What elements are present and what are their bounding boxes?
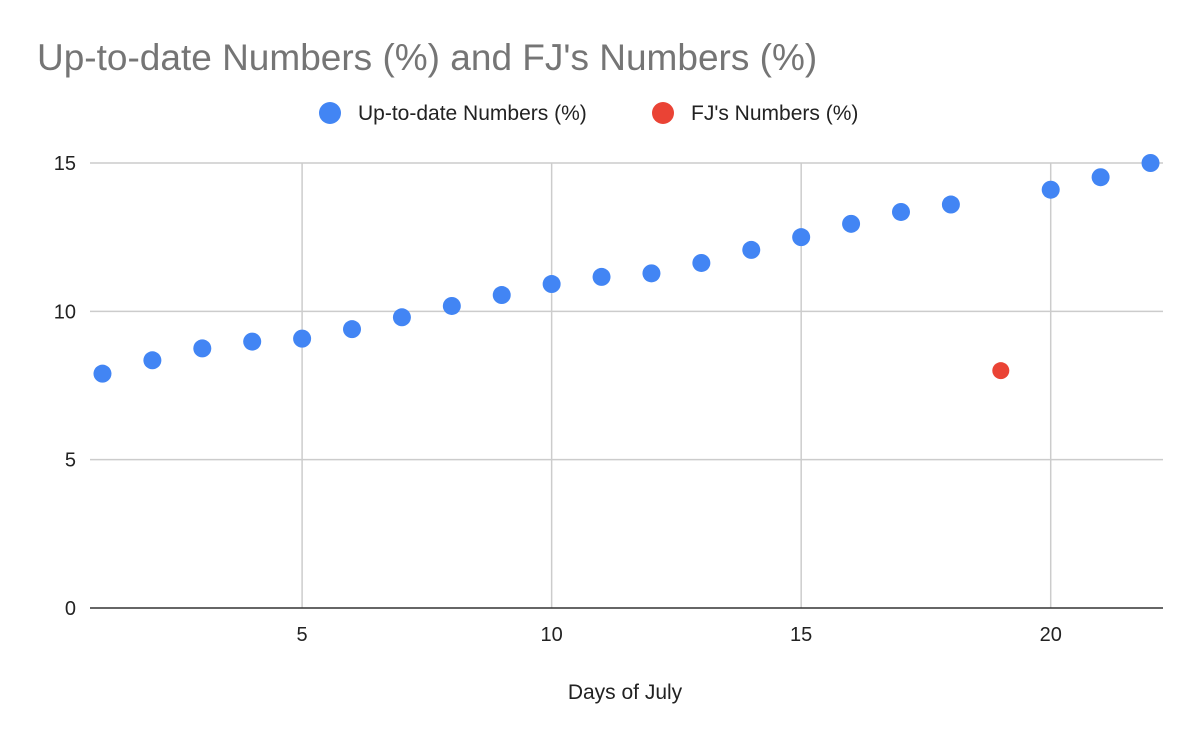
data-points — [93, 154, 1160, 383]
up-to-date-point-day-16 — [842, 214, 861, 233]
up-to-date-point-day-10 — [542, 275, 561, 294]
up-to-date-point-day-20 — [1041, 180, 1060, 199]
up-to-date-point-day-13 — [692, 253, 711, 272]
up-to-date-point-day-18 — [941, 195, 960, 214]
x-tick-label-20: 20 — [1040, 624, 1062, 646]
tick-labels: 0 5 10 15 5 10 15 20 — [54, 153, 1062, 646]
up-to-date-point-day-6 — [343, 320, 362, 339]
up-to-date-point-day-9 — [492, 286, 511, 305]
x-tick-label-10: 10 — [541, 624, 563, 646]
legend: Up-to-date Numbers (%) FJ's Numbers (%) — [319, 102, 858, 125]
chart-title: Up-to-date Numbers (%) and FJ's Numbers … — [37, 37, 817, 78]
up-to-date-point-day-21 — [1091, 168, 1110, 187]
up-to-date-point-day-12 — [642, 264, 661, 283]
grid — [90, 162, 1163, 609]
up-to-date-point-day-22 — [1141, 154, 1160, 172]
up-to-date-point-day-3 — [193, 339, 212, 358]
x-tick-label-15: 15 — [790, 624, 812, 646]
y-tick-label-10: 10 — [54, 301, 76, 323]
up-to-date-point-day-4 — [243, 332, 262, 351]
fj-point-day-19 — [992, 362, 1010, 380]
legend-label-up-to-date: Up-to-date Numbers (%) — [358, 102, 587, 125]
y-tick-label-0: 0 — [65, 598, 76, 620]
up-to-date-point-day-14 — [742, 240, 761, 259]
y-tick-label-5: 5 — [65, 450, 76, 472]
x-tick-label-5: 5 — [297, 624, 308, 646]
up-to-date-point-day-8 — [442, 296, 461, 315]
up-to-date-point-day-11 — [592, 267, 611, 286]
up-to-date-point-day-1 — [93, 364, 112, 383]
legend-marker-up-to-date — [319, 102, 341, 124]
legend-label-fj: FJ's Numbers (%) — [691, 102, 858, 125]
x-axis-title: Days of July — [568, 681, 683, 704]
up-to-date-point-day-15 — [792, 228, 811, 247]
legend-marker-fj — [652, 102, 674, 124]
up-to-date-point-day-17 — [891, 202, 910, 221]
up-to-date-point-day-7 — [392, 308, 411, 327]
up-to-date-point-day-2 — [143, 351, 162, 370]
y-tick-label-15: 15 — [54, 153, 76, 175]
up-to-date-point-day-5 — [293, 329, 312, 348]
